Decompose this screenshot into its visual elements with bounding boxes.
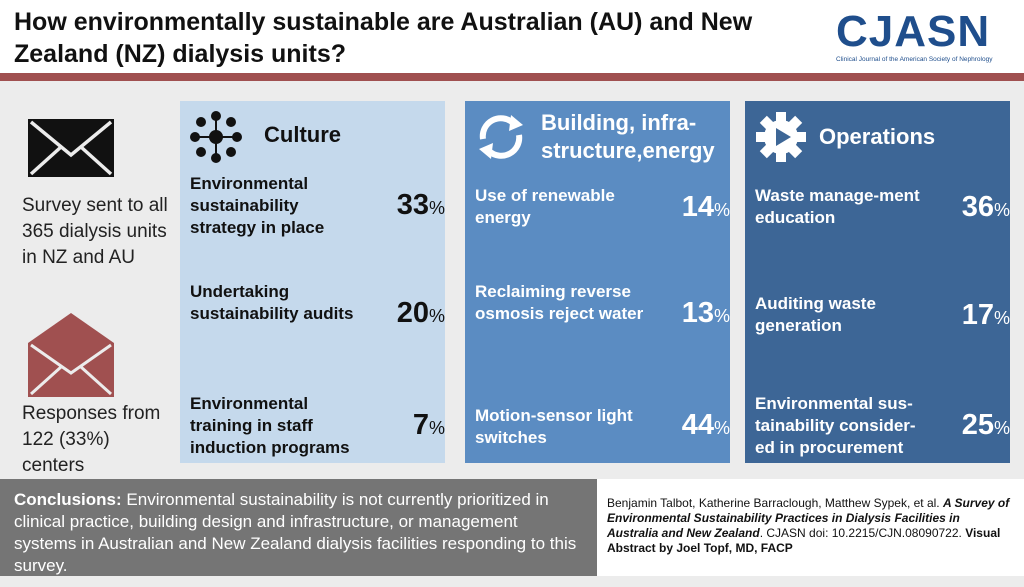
row-value: 33% [396,189,445,221]
row-label: Auditing waste generation [755,294,876,335]
building-panel: Building, infra-structure,energy Use of … [465,101,730,463]
journal-logo: CJASN Clinical Journal of the American S… [836,7,1006,64]
building-title: Building, infra-structure,energy [541,110,715,163]
responses-text: Responses from 122 (33%) centers [22,403,161,476]
gear-icon [756,112,806,162]
header: How environmentally sustainable are Aust… [0,0,1024,73]
row-label: Undertaking sustainability audits [190,282,354,323]
row-value: 13% [681,297,730,329]
divider-bar [0,73,1024,81]
row-value: 17% [961,299,1010,331]
row-label: Environmental training in staff inductio… [190,394,350,457]
citation-authors: Benjamin Talbot, Katherine Barraclough, … [607,496,940,510]
conclusions-text: Environmental sustainability is not curr… [14,490,577,575]
conclusions-box: Conclusions: Environmental sustainabilit… [0,479,597,576]
main-content: Survey sent to all 365 dialysis units in… [0,81,1024,479]
row-value: 25% [961,409,1010,441]
logo-main: CJASN [836,7,991,56]
row-label: Use of renewable energy [475,186,615,227]
operations-panel: Operations Waste manage-ment education 3… [745,101,1010,463]
row-label: Environmental sus-tainability consider-e… [755,394,916,457]
open-envelope-icon [28,313,114,397]
survey-column: Survey sent to all 365 dialysis units in… [0,81,180,479]
citation-title: A Survey of Environmental Sustainability… [607,496,1010,540]
row-value: 44% [681,409,730,441]
row-value: 7% [412,409,445,441]
culture-title: Culture [264,122,341,147]
closed-envelope-icon [28,119,114,177]
row-label: Reclaiming reverse osmosis reject water [475,282,644,323]
row-value: 14% [681,191,730,223]
row-value: 36% [961,191,1010,223]
row-label: Environmental sustainability strategy in… [190,174,325,237]
culture-panel: Culture Environmental sustainability str… [180,101,445,463]
survey-text: Survey sent to all 365 dialysis units in… [22,195,168,268]
citation-credit: Visual Abstract by Joel Topf, MD, FACP [607,526,1001,555]
citation-doi: . CJASN doi: 10.2215/CJN.08090722. [759,526,962,540]
page-title: How environmentally sustainable are Aust… [14,8,753,68]
logo-subtitle: Clinical Journal of the American Society… [836,56,993,63]
recycle-arrows-icon [479,115,523,159]
row-label: Motion-sensor light switches [475,406,633,447]
citation-box: Benjamin Talbot, Katherine Barraclough, … [597,479,1024,576]
people-network-icon [190,111,242,163]
row-value: 20% [396,297,445,329]
conclusions-label: Conclusions: [14,490,122,509]
row-label: Waste manage-ment education [755,186,920,227]
operations-title: Operations [819,124,936,149]
